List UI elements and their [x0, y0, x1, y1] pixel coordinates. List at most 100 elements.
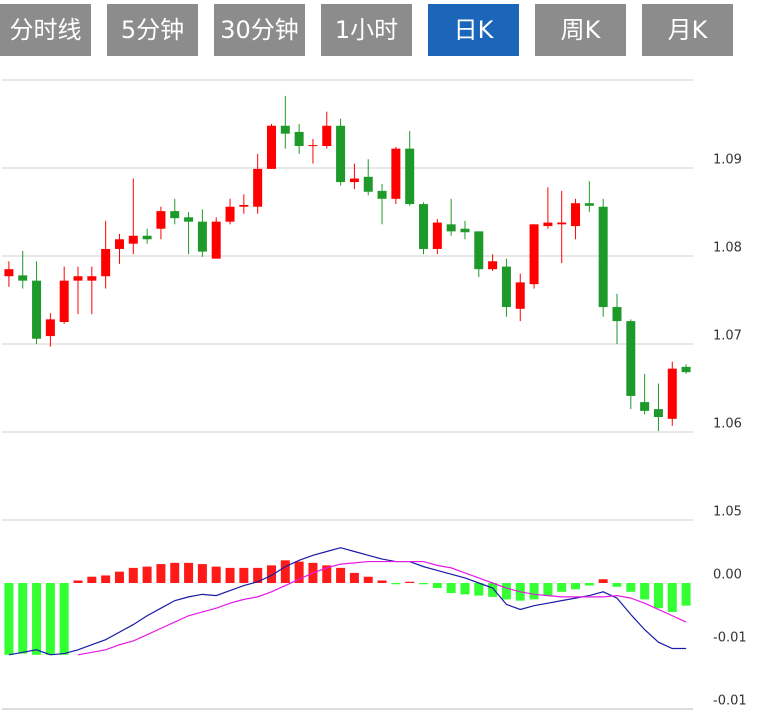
macd-bar — [474, 583, 484, 596]
y-tick-label: 0.00 — [713, 568, 742, 583]
macd-line — [77, 560, 687, 656]
macd-bar — [419, 583, 429, 585]
macd-bar — [253, 567, 263, 583]
macd-bar — [170, 562, 180, 583]
macd-bar — [432, 583, 442, 589]
macd-bar — [681, 583, 691, 606]
candle-body — [128, 235, 138, 244]
candle-body — [101, 248, 111, 277]
macd-bar — [460, 583, 470, 595]
candle-body — [156, 211, 166, 229]
macd-bar — [377, 580, 387, 583]
tab[interactable]: 月K — [642, 4, 733, 56]
candle-body — [667, 368, 677, 419]
macd-bar — [59, 583, 69, 655]
y-tick-label: 1.06 — [713, 417, 742, 432]
macd-bar — [4, 583, 14, 655]
macd-bar — [571, 583, 581, 590]
macd-bar — [391, 583, 401, 585]
macd-bar — [584, 583, 594, 586]
candle-body — [32, 280, 42, 339]
candle-body — [571, 203, 581, 227]
macd-bar — [87, 576, 97, 583]
macd-bar — [142, 566, 152, 583]
y-tick-label: -0.01 — [713, 631, 747, 646]
y-tick-label: 1.07 — [713, 329, 742, 344]
macd-bar — [280, 560, 290, 583]
candle-body — [308, 145, 318, 147]
candle-body — [515, 282, 525, 309]
macd-bar — [197, 564, 207, 583]
macd-bar — [239, 567, 249, 583]
candle-body — [280, 125, 290, 134]
candle-body — [294, 131, 304, 146]
macd-bar — [18, 583, 28, 654]
macd-bar — [45, 583, 55, 655]
macd-bar — [529, 583, 539, 600]
candle-body — [488, 261, 498, 270]
candle-body — [349, 178, 359, 183]
candle-body — [4, 269, 14, 277]
macd-bar — [501, 583, 511, 600]
macd-bar — [446, 583, 456, 594]
macd-bar — [211, 566, 221, 583]
candle-body — [653, 409, 663, 418]
candle-body — [543, 222, 553, 227]
candle-body — [225, 206, 235, 222]
candle-body — [432, 222, 442, 249]
candle-body — [253, 168, 263, 207]
y-tick-label: -0.01 — [713, 694, 747, 709]
macd-bar — [294, 561, 304, 583]
macd-bar — [336, 567, 346, 583]
macd-bar — [322, 565, 332, 583]
macd-bar — [543, 583, 553, 596]
y-tick-label: 1.08 — [713, 241, 742, 256]
tab[interactable]: 1小时 — [321, 4, 412, 56]
candle-body — [87, 276, 97, 281]
candle-body — [612, 307, 622, 322]
macd-bar — [156, 564, 166, 583]
candle-body — [184, 217, 194, 222]
candle-body — [640, 402, 650, 411]
macd-bar — [73, 580, 83, 583]
candle-body — [142, 235, 152, 240]
candle-body — [377, 190, 387, 199]
macd-bar — [114, 571, 124, 583]
tab[interactable]: 5分钟 — [107, 4, 198, 56]
tab[interactable]: 日K — [428, 4, 519, 56]
candle-body — [363, 176, 373, 192]
candle-body — [197, 221, 207, 252]
candle-body — [626, 321, 636, 396]
macd-bar — [488, 583, 498, 597]
candle-body — [681, 366, 691, 373]
y-tick-label: 1.05 — [713, 505, 742, 520]
candle-body — [266, 125, 276, 169]
macd-bar — [667, 583, 677, 612]
candle-body — [446, 224, 456, 232]
macd-bar — [626, 583, 636, 592]
macd-bar — [557, 583, 567, 592]
tab-bar: 分时线 5分钟 30分钟 1小时 日K 周K 月K — [0, 4, 769, 56]
candle-body — [474, 231, 484, 270]
candle-body — [18, 275, 28, 281]
candle-body — [557, 222, 567, 225]
candle-body — [529, 224, 539, 285]
y-tick-label: 1.09 — [713, 153, 742, 168]
macd-bar — [598, 579, 608, 583]
tab[interactable]: 分时线 — [0, 4, 91, 56]
candle-body — [419, 204, 429, 249]
macd-bar — [640, 583, 650, 600]
tab[interactable]: 30分钟 — [214, 4, 305, 56]
macd-bar — [653, 583, 663, 609]
tab[interactable]: 周K — [535, 4, 626, 56]
candle-body — [73, 276, 83, 281]
macd-line — [8, 547, 687, 656]
macd-bar — [363, 576, 373, 583]
macd-bar — [101, 575, 111, 583]
candle-body — [584, 203, 594, 206]
candle-body — [501, 266, 511, 308]
macd-bar — [612, 583, 622, 587]
macd-bar — [32, 583, 42, 655]
candle-body — [336, 125, 346, 183]
